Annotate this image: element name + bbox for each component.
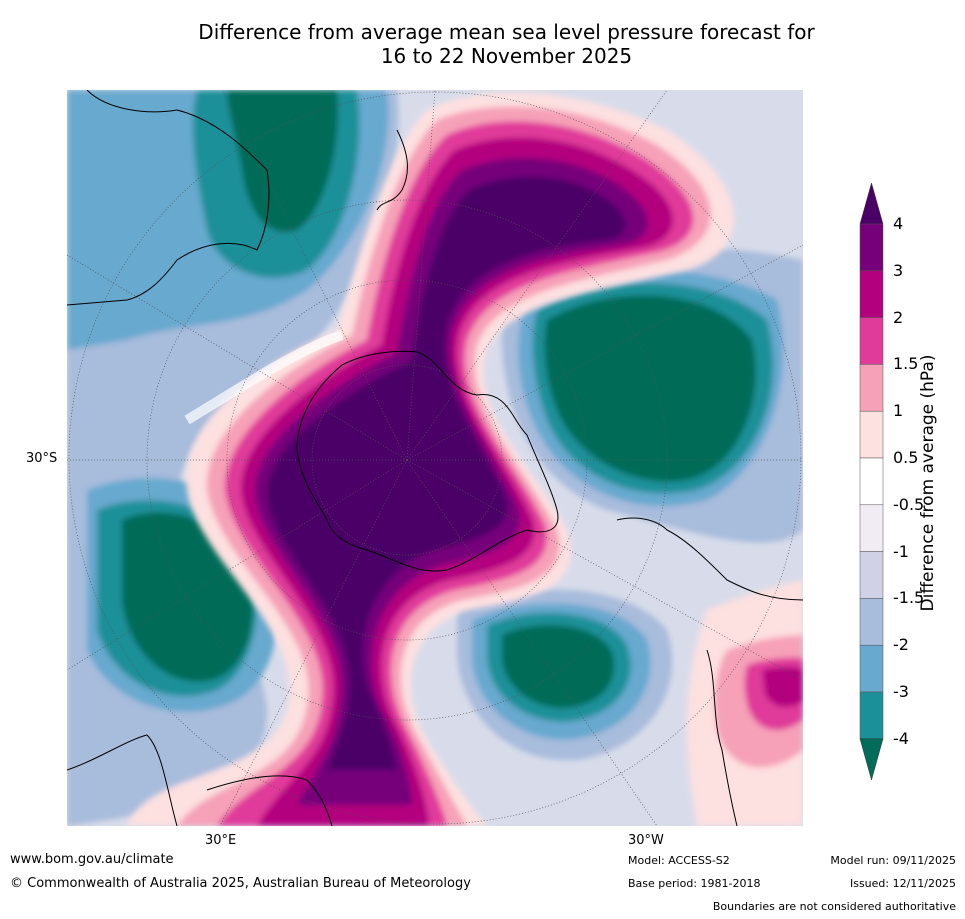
region-neg-s-core (502, 624, 615, 708)
graticule-line-1 (406, 90, 436, 461)
graticule-line-11 (406, 90, 668, 461)
title-line-1: Difference from average mean sea level p… (198, 20, 815, 44)
lon-label-30w: 30°W (628, 833, 664, 848)
africa-coastline (67, 734, 178, 826)
pressure-anomaly-map (67, 90, 803, 826)
colorbar-band (859, 270, 884, 318)
graticule (67, 90, 803, 826)
south-america-coastline (616, 517, 803, 601)
colorbar-tick-label: 1 (893, 401, 904, 421)
negative-anomaly-regions (67, 90, 803, 826)
lon-label-30e: 30°E (205, 833, 237, 848)
colorbar-band (859, 223, 884, 272)
colorbar-band (859, 691, 884, 740)
graticule-circle-pole (311, 364, 503, 556)
colorbar (859, 182, 884, 781)
colorbar-band (859, 551, 884, 599)
graticule-line-5 (67, 459, 408, 671)
antarctica-coastline (296, 350, 559, 572)
colorbar-tick-label: -2 (893, 635, 909, 655)
colorbar-tick-label: 4 (893, 214, 904, 233)
lat-label-30s: 30°S (26, 451, 58, 466)
region-neg-nw-core (227, 90, 338, 232)
colorbar-band (859, 644, 884, 693)
south-america-coastline-2 (706, 649, 738, 826)
disclaimer-text: Boundaries are not considered authoritat… (712, 900, 956, 913)
colorbar-tick-label: 1.5 (893, 354, 919, 374)
australia-coastline (67, 90, 270, 306)
base-period-text: Base period: 1981-2018 (628, 877, 761, 890)
colorbar-tick-label: -1 (893, 541, 909, 561)
region-pos-p4 (266, 176, 626, 770)
copyright-text: © Commonwealth of Australia 2025, Austra… (10, 876, 471, 891)
colorbar-extend-bottom (859, 738, 884, 781)
graticule-line-10 (406, 244, 803, 461)
colorbar-tick-label: 3 (893, 260, 904, 280)
map-title: Difference from average mean sea level p… (100, 20, 913, 68)
coastlines (67, 90, 803, 826)
colorbar-tick-label: 0.5 (893, 448, 919, 467)
region-pos-sa-p2 (762, 666, 803, 708)
colorbar-tick-label: 2 (893, 307, 904, 327)
colorbar-band (859, 317, 884, 365)
colorbar-bands (859, 182, 884, 781)
colorbar-band (859, 457, 884, 506)
near-zero-band (184, 330, 344, 425)
model-text: Model: ACCESS-S2 (628, 854, 730, 867)
graticule-line-6 (219, 459, 408, 826)
graticule-circle-outer (68, 91, 802, 825)
graticule-line-7 (406, 459, 658, 826)
colorbar-tick-label: -3 (893, 682, 909, 701)
graticule-line-8 (406, 459, 803, 681)
model-run-text: Model run: 09/11/2025 (830, 854, 956, 867)
colorbar-tick-label: -1.5 (893, 588, 925, 608)
graticule-line-3 (67, 254, 408, 461)
africa-coastline-2 (206, 775, 333, 826)
colorbar-label: Difference from average (hPa) (918, 354, 938, 612)
positive-anomaly-regions (127, 92, 803, 826)
title-line-2: 16 to 22 November 2025 (380, 44, 633, 68)
region-neg-e-core (544, 295, 756, 482)
colorbar-band (859, 364, 884, 412)
colorbar-tick-label: -4 (893, 728, 909, 748)
colorbar-band (859, 410, 884, 459)
issued-text: Issued: 12/11/2025 (849, 877, 956, 890)
new-zealand-coastline (376, 129, 408, 211)
website-link[interactable]: www.bom.gov.au/climate (10, 852, 174, 867)
colorbar-band (859, 598, 884, 646)
colorbar-band (859, 504, 884, 552)
graticule-circle-mid (146, 199, 668, 721)
colorbar-extend-top (859, 182, 884, 225)
colorbar-tick-label: -0.5 (893, 494, 925, 514)
